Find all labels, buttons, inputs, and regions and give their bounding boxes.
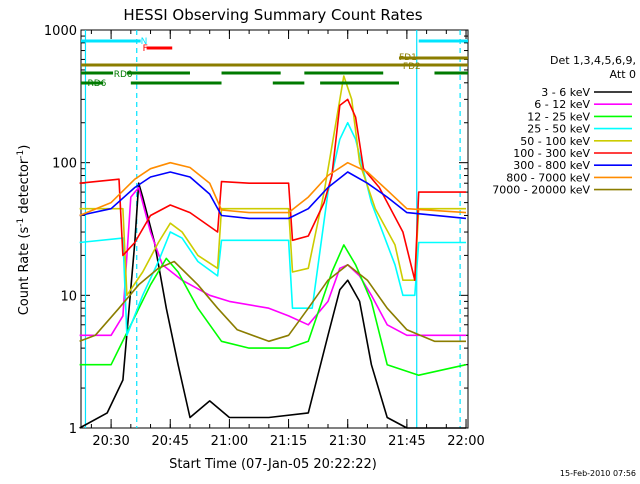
chart-title: HESSI Observing Summary Count Rates [123,6,422,24]
series-line-0 [79,182,466,429]
flag-label-rd0: RD0 [114,70,133,80]
plot-frame [80,29,469,429]
series-line-7 [79,161,467,217]
x-axis: 20:30 20:45 21:00 21:15 21:30 21:45 22:00 [90,30,485,449]
legend-label: 3 - 6 keV [541,86,590,99]
x-tick-label: 20:45 [152,434,189,449]
legend-label: 12 - 25 keV [527,110,590,123]
y-tick-label: 1000 [44,24,77,39]
y-axis: 1 10 100 1000 [44,24,468,437]
series-lines [79,75,467,429]
y-tick-label: 10 [60,289,77,304]
x-tick-label: 21:30 [329,434,366,449]
series-line-8 [79,260,466,343]
x-tick-label: 22:00 [447,434,484,449]
y-axis-label: Count Rate (s-1 detector-1) [16,145,32,316]
footer-date: 15-Feb-2010 07:56 [560,469,636,478]
x-tick-label: 21:15 [270,434,307,449]
x-tick-label: 21:45 [388,434,425,449]
flag-label-f: F [143,44,148,54]
flag-label-n: N [141,37,148,47]
flag-label-rd6: RD6 [87,79,106,89]
legend-label: 25 - 50 keV [527,123,590,136]
legend-header: Det 1,3,4,5,6,9, Att 0 [550,54,636,81]
flag-label-fd2: FD2 [403,62,421,72]
series-line-4 [79,75,466,297]
series-line-1 [79,186,466,337]
x-tick-label: 21:00 [211,434,248,449]
x-axis-label: Start Time (07-Jan-05 20:22:22) [169,457,377,472]
legend-header-line-2: Att 0 [610,68,636,81]
legend-label: 300 - 800 keV [513,159,590,172]
orbit-markers [84,30,461,428]
series-line-6 [79,171,467,220]
flag-label-fd1: FD1 [399,53,417,63]
legend-header-line-1: Det 1,3,4,5,6,9, [550,54,636,67]
legend-label: 7000 - 20000 keV [492,184,590,197]
y-tick-label: 1 [69,422,77,437]
legend-label: 800 - 7000 keV [506,171,590,184]
legend-label: 50 - 100 keV [520,135,590,148]
series-line-3 [79,121,466,337]
y-tick-label: 100 [52,157,77,172]
legend-label: 100 - 300 keV [513,147,590,160]
x-tick-label: 20:30 [92,434,129,449]
series-line-2 [79,244,467,377]
legend-label: 6 - 12 keV [534,98,590,111]
